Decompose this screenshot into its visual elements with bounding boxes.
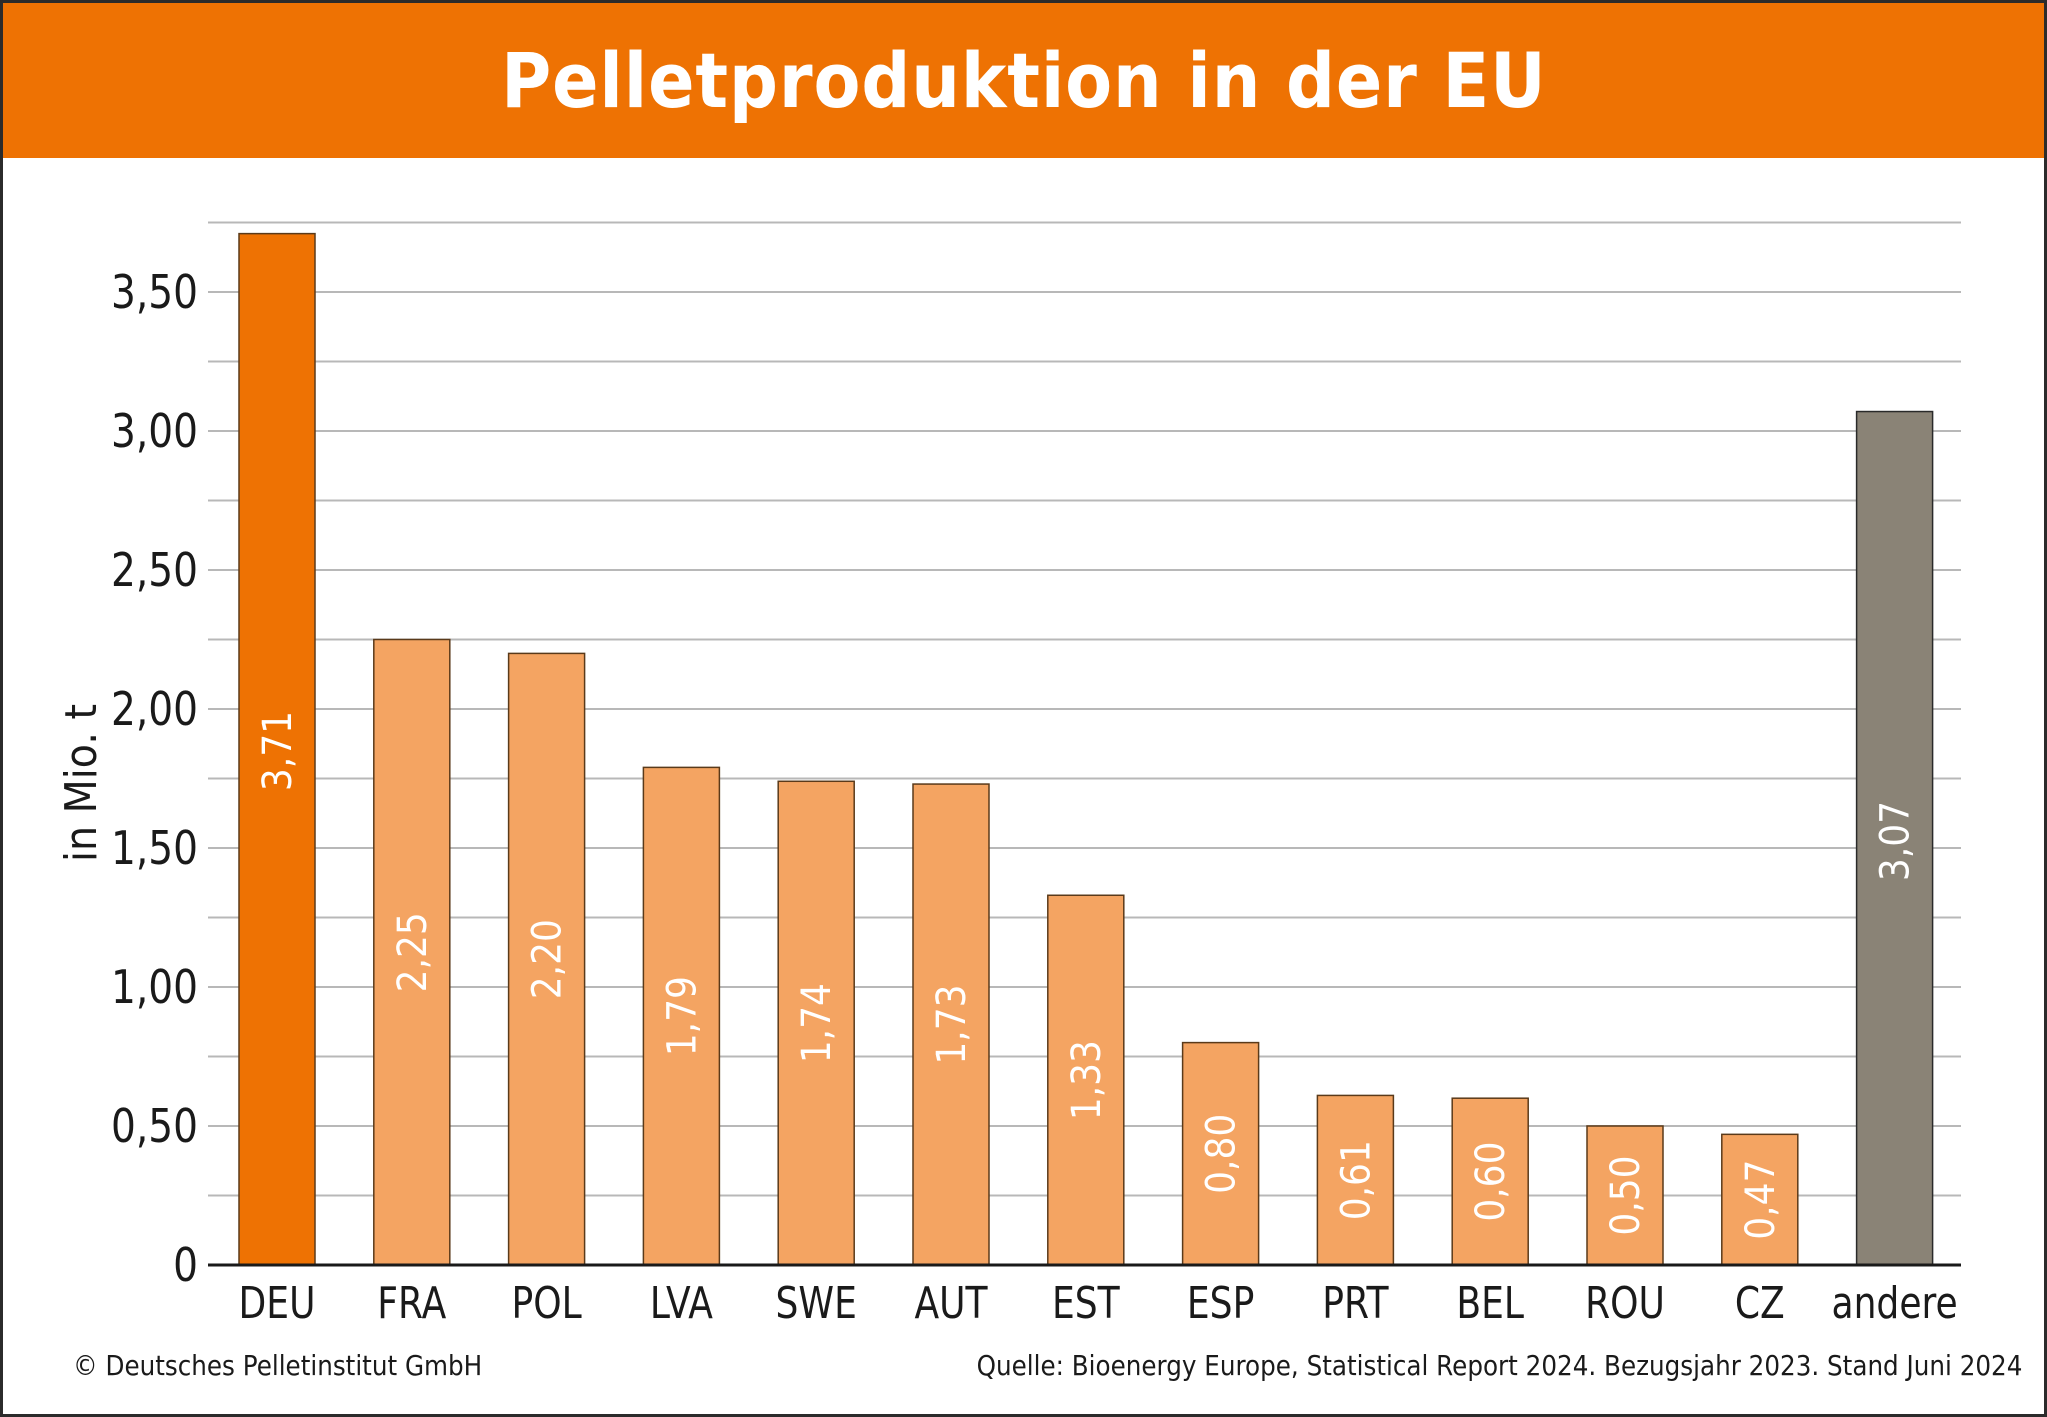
bar-value-label: 0,61 [1333, 1140, 1379, 1220]
x-tick-label: EST [1052, 1279, 1120, 1329]
bars [238, 232, 1934, 1266]
bar-prt [1316, 1094, 1395, 1266]
bar-value-label: 1,73 [928, 984, 974, 1064]
chart-title: Pelletproduktion in der EU [500, 36, 1547, 125]
bar-fra [373, 638, 451, 1266]
y-tick-label: 3,00 [111, 405, 198, 459]
x-tick-label: POL [511, 1279, 582, 1329]
bar-value-labels: 3,71 2,25 2,20 1,79 1,74 1,73 1,33 0,80 0,61 0,60… [254, 711, 1918, 1240]
copyright-note: © Deutsches Pelletinstitut GmbH [73, 1349, 483, 1382]
bar-value-label: 1,74 [793, 983, 839, 1063]
bar-chart: 3,71 2,25 2,20 1,79 1,74 1,73 1,33 0,80 0,61 0,60… [55, 221, 1961, 1329]
bar-swe [777, 780, 855, 1266]
gridlines [208, 221, 1961, 1197]
y-tick-label: 2,00 [111, 683, 198, 737]
bar-cz [1721, 1133, 1799, 1266]
bar-lva [642, 766, 721, 1266]
bar-est [1047, 894, 1125, 1266]
bar-value-label: 0,80 [1198, 1114, 1244, 1194]
y-tick-label: 0 [173, 1239, 198, 1293]
x-tick-label: DEU [239, 1279, 316, 1329]
x-axis-ticks: DEU FRA POL LVA SWE AUT EST ESP PRT BEL ROU CZ ander… [239, 1279, 1958, 1329]
bar-value-label: 3,07 [1872, 801, 1918, 881]
x-tick-label: FRA [377, 1279, 446, 1329]
bar-value-label: 2,20 [524, 919, 570, 999]
x-tick-label: AUT [914, 1279, 987, 1329]
y-tick-label: 0,50 [111, 1100, 198, 1154]
bar-value-label: 0,50 [1602, 1155, 1648, 1235]
bar-pol [507, 652, 586, 1266]
x-tick-label: SWE [776, 1279, 857, 1329]
title-banner: Pelletproduktion in der EU [3, 3, 2044, 158]
y-tick-label: 1,50 [111, 822, 198, 876]
x-tick-label: BEL [1456, 1279, 1524, 1329]
bar-value-label: 3,71 [254, 711, 300, 791]
x-tick-label: LVA [650, 1279, 714, 1329]
y-axis-ticks: 0 0,50 1,00 1,50 2,00 2,50 3,00 3,50 [111, 266, 198, 1293]
source-note: Quelle: Bioenergy Europe, Statistical Re… [976, 1349, 2022, 1382]
bar-andere [1855, 410, 1934, 1266]
bar-value-label: 0,60 [1467, 1142, 1513, 1222]
y-axis-label: in Mio. t [55, 704, 107, 862]
bar-esp [1181, 1041, 1260, 1266]
y-tick-label: 2,50 [111, 544, 198, 598]
x-tick-label: ESP [1187, 1279, 1254, 1329]
bar-value-label: 0,47 [1737, 1160, 1783, 1240]
x-tick-label: PRT [1322, 1279, 1389, 1329]
x-tick-label: ROU [1585, 1279, 1665, 1329]
bar-value-label: 1,33 [1063, 1040, 1109, 1120]
x-tick-label: CZ [1735, 1279, 1785, 1329]
bar-deu [238, 232, 316, 1266]
bar-value-label: 1,79 [659, 976, 705, 1056]
y-tick-label: 3,50 [111, 266, 198, 320]
y-tick-label: 1,00 [111, 961, 198, 1015]
bar-rou [1586, 1125, 1664, 1266]
x-tick-label: andere [1831, 1279, 1957, 1329]
bar-value-label: 2,25 [389, 912, 435, 992]
